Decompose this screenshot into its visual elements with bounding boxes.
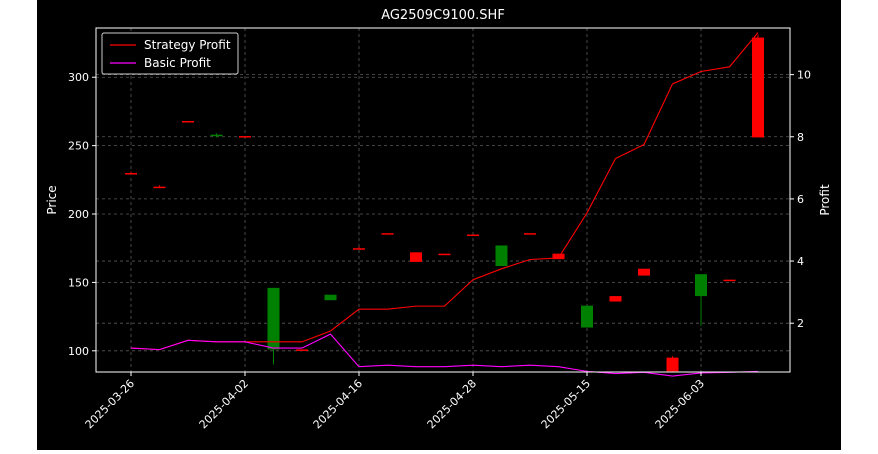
y-tick-label-right: 4	[797, 255, 804, 268]
candle-body	[467, 234, 479, 237]
candle-body	[495, 245, 508, 266]
y-tick-label-right: 8	[797, 131, 804, 144]
legend-label-strategy: Strategy Profit	[144, 38, 231, 52]
candle-body	[695, 274, 707, 297]
candle-body	[182, 121, 194, 123]
profit-lines	[130, 32, 759, 377]
basic-profit-line	[130, 333, 759, 377]
legend-box	[101, 32, 239, 75]
chart-svg: 2025-03-26 2025-04-02 2025-04-16 2025-04-28…	[45, 8, 832, 432]
candle-body	[324, 294, 337, 301]
candle-body	[552, 253, 565, 260]
legend: Strategy Profit Basic Profit	[101, 32, 239, 75]
y-axis-label-left: Price	[45, 185, 59, 214]
y-tick-label-right: 2	[797, 317, 804, 330]
candle-body	[353, 248, 365, 250]
candle-body	[153, 186, 166, 189]
x-tick-label: 2025-03-26	[83, 377, 137, 431]
plot-frame	[95, 27, 791, 373]
x-tick-label: 2025-04-16	[311, 377, 365, 431]
candle-body	[410, 252, 422, 262]
y-tick-label-left: 200	[68, 208, 89, 221]
candle-body	[438, 253, 451, 256]
y-tick-label-left: 150	[68, 276, 89, 289]
candle-body	[239, 136, 251, 138]
chart-title: AG2509C9100.SHF	[381, 8, 505, 23]
candle-body	[125, 172, 137, 175]
x-tick-label: 2025-06-03	[653, 377, 707, 431]
candle-body	[666, 357, 679, 372]
axes: 2025-03-26 2025-04-02 2025-04-16 2025-04-28…	[68, 69, 811, 432]
candlesticks	[125, 34, 764, 372]
grid-lines	[96, 28, 790, 372]
y-axis-label-right: Profit	[818, 184, 832, 216]
candle-body	[210, 134, 223, 137]
x-tick-label: 2025-04-28	[425, 377, 479, 431]
candle-body	[609, 296, 622, 302]
candle-body	[752, 37, 764, 138]
y-tick-label-right: 6	[797, 193, 804, 206]
legend-label-basic: Basic Profit	[144, 56, 211, 70]
candle-body	[524, 233, 536, 235]
chart-figure: 2025-03-26 2025-04-02 2025-04-16 2025-04-28…	[37, 0, 841, 450]
y-tick-label-left: 250	[68, 140, 89, 153]
y-tick-label-left: 100	[68, 345, 89, 358]
candle-body	[581, 305, 593, 328]
x-tick-label: 2025-05-15	[539, 377, 593, 431]
candle-body	[723, 279, 736, 282]
x-tick-label: 2025-04-02	[197, 377, 251, 431]
candle-body	[381, 233, 394, 235]
candle-body	[267, 287, 280, 350]
candle-body	[296, 349, 308, 351]
y-tick-label-left: 300	[68, 71, 89, 84]
strategy-profit-line	[130, 32, 759, 351]
y-tick-label-right: 10	[797, 69, 811, 82]
candle-body	[638, 268, 650, 276]
